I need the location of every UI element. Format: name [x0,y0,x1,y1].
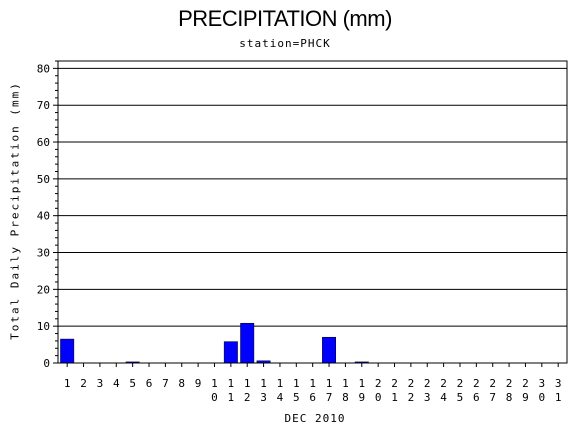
chart-title: PRECIPITATION (mm) [178,6,392,31]
y-tick-label: 10 [37,320,50,333]
x-tick-label: 2 [80,377,87,390]
y-tick-label: 60 [37,136,50,149]
y-tick-label: 70 [37,99,50,112]
y-tick-label: 30 [37,247,50,260]
x-tick-label: 6 [146,377,153,390]
bar-day-11 [223,341,238,364]
bar-day-17 [322,336,337,364]
y-tick-label: 0 [43,357,50,370]
x-tick-label: 7 [162,377,169,390]
x-tick-label: 5 [129,377,136,390]
bars [60,322,369,364]
x-axis-ticks: 1 2 3 4 5 6 7 8 9 1 01 11 21 31 41 51 61 71 81 92 02 12 22 32 42… [64,363,562,404]
y-axis-ticks: 0 10 20 30 40 50 60 70 80 [37,60,58,370]
x-tick-label: 8 [178,377,185,390]
chart-subtitle: station=PHCK [239,37,331,50]
y-tick-label: 80 [37,62,50,75]
bar-day-1 [60,338,75,364]
x-tick-label: 4 [113,377,120,390]
x-tick-label: 9 [195,377,202,390]
y-tick-label: 40 [37,210,50,223]
x-tick-label: 3 [97,377,104,390]
x-tick-label: 1 [64,377,71,390]
y-tick-label: 20 [37,283,50,296]
x-axis-label: DEC 2010 [284,412,346,425]
plot-frame [57,60,568,364]
y-tick-label: 50 [37,173,50,186]
grid-lines [58,67,567,327]
bar-day-12 [240,322,255,364]
